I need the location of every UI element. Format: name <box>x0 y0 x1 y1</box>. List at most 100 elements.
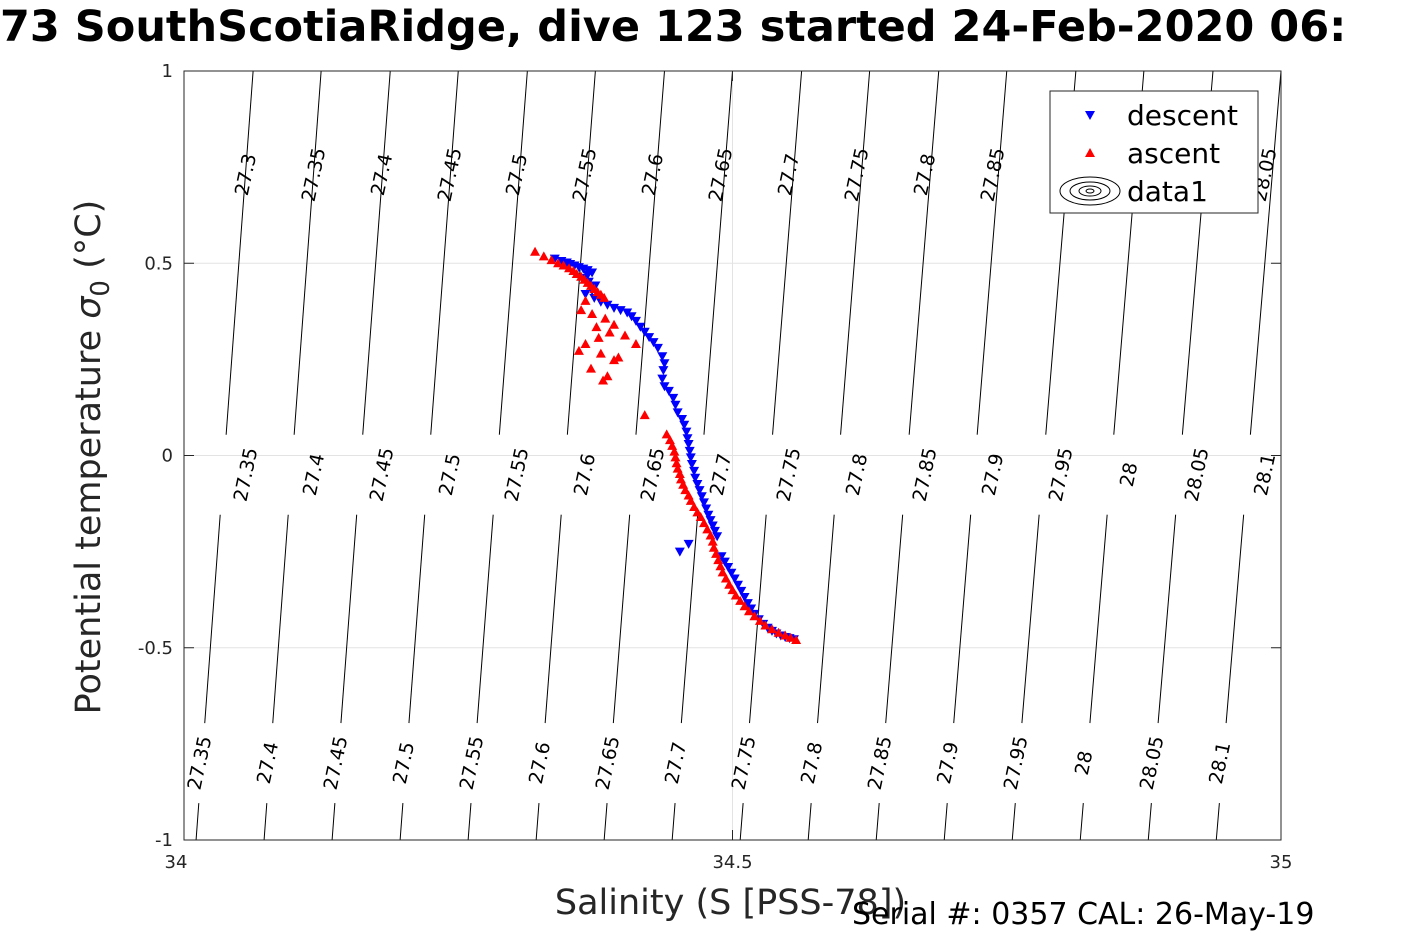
isopycnal-line <box>535 803 540 840</box>
ascent-marker <box>580 338 591 348</box>
contour-label: 27.5 <box>435 452 465 498</box>
ascent-marker <box>602 371 613 381</box>
contour-label: 27.7 <box>706 452 736 498</box>
ascent-marker <box>598 375 609 385</box>
ascent-marker <box>604 327 615 337</box>
descent-marker <box>709 526 720 536</box>
descent-marker <box>726 568 737 578</box>
isopycnal-line <box>976 71 1008 435</box>
isopycnal-line <box>544 514 562 724</box>
x-tick-label: 34.5 <box>712 852 752 873</box>
contour-label: 27.35 <box>184 734 217 792</box>
density-contours <box>184 71 1281 840</box>
descent-marker <box>659 382 670 392</box>
chart-title: 73 SouthScotiaRidge, dive 123 started 24… <box>0 2 1347 52</box>
descent-marker <box>657 374 668 384</box>
descent-marker <box>670 400 681 410</box>
descent-marker <box>615 306 626 316</box>
contour-label: 27.6 <box>570 452 600 498</box>
contour-label: 27.9 <box>933 740 963 786</box>
contour-label: 27.75 <box>773 446 806 504</box>
isopycnal-line <box>1147 803 1152 840</box>
descent-marker <box>707 521 718 531</box>
ascent-marker <box>619 330 630 340</box>
ascent-marker <box>724 579 735 589</box>
ascent-marker <box>609 319 620 329</box>
ascent-marker <box>661 429 672 439</box>
contour-label: 27.4 <box>299 452 329 498</box>
ascent-marker <box>591 322 602 332</box>
legend-label-ascent: ascent <box>1127 137 1220 170</box>
contour-label: 27.85 <box>864 734 897 792</box>
descent-marker <box>686 459 697 469</box>
descent-marker <box>657 352 668 362</box>
contour-label: 27.3 <box>231 152 261 198</box>
descent-marker <box>679 420 690 430</box>
descent-marker <box>580 290 591 300</box>
isopycnal-line <box>885 514 904 724</box>
descent-marker <box>648 338 659 348</box>
descent-marker <box>626 312 637 322</box>
ascent-marker <box>785 632 796 642</box>
ascent-marker <box>780 630 791 640</box>
legend-contour-icon <box>1085 188 1095 194</box>
legend-contour-icon <box>1059 176 1121 206</box>
isopycnal-line <box>225 71 254 435</box>
ascent-marker <box>698 518 709 528</box>
ascent-marker <box>639 410 650 420</box>
contour-label: 28.1 <box>1205 740 1235 786</box>
legend: descent ascent data1 <box>1049 90 1259 214</box>
ascent-marker <box>576 305 587 315</box>
isopycnal-line <box>1079 803 1084 840</box>
ascent-marker <box>593 332 604 342</box>
descent-marker <box>644 333 655 343</box>
ascent-marker <box>538 251 549 261</box>
descent-marker <box>689 466 700 476</box>
ascent-marker <box>680 485 691 495</box>
y-tick-label: 0 <box>162 446 173 467</box>
descent-marker <box>685 453 696 463</box>
isopycnal-line <box>331 803 336 840</box>
isopycnal-line <box>612 514 631 724</box>
descent-marker <box>692 479 703 489</box>
isopycnal-line <box>1021 514 1040 724</box>
isopycnal-line <box>840 71 871 435</box>
contour-label: 27.8 <box>842 452 872 498</box>
descent-marker <box>681 427 692 437</box>
contour-label: 28 <box>1071 749 1098 777</box>
contour-label: 28.05 <box>1181 446 1214 504</box>
contour-label: 27.95 <box>1045 446 1078 504</box>
contour-label: 27.55 <box>501 446 534 504</box>
isopycnal-line <box>635 71 665 435</box>
descent-marker <box>672 408 683 418</box>
ascent-marker <box>727 585 738 595</box>
isopycnal-line <box>953 514 972 724</box>
contour-label: 27.5 <box>502 152 532 198</box>
isopycnal-line <box>1089 514 1108 724</box>
isopycnal-line <box>680 514 699 724</box>
descent-marker <box>736 586 747 596</box>
descent-marker <box>694 486 705 496</box>
isopycnal-line <box>498 71 528 435</box>
ascent-marker <box>558 260 569 270</box>
descent-marker <box>582 266 593 276</box>
ascent-marker <box>730 590 741 600</box>
descent-marker <box>696 492 707 502</box>
descent-marker <box>703 510 714 520</box>
isopycnal-line <box>1249 71 1281 435</box>
ascent-marker <box>670 452 681 462</box>
descent-marker <box>705 516 716 526</box>
ascent-marker <box>717 567 728 577</box>
contour-label: 27.7 <box>774 152 804 198</box>
isopycnal-line <box>272 514 289 724</box>
contour-label: 27.5 <box>389 740 419 786</box>
ascent-marker <box>573 345 584 355</box>
ascent-marker <box>773 627 784 637</box>
isopycnal-line <box>1157 514 1177 724</box>
y-tick-label: 1 <box>162 61 173 82</box>
descent-marker <box>630 316 641 326</box>
ascent-marker <box>671 458 682 468</box>
isopycnal-line <box>195 803 200 840</box>
descent-marker <box>635 322 646 332</box>
